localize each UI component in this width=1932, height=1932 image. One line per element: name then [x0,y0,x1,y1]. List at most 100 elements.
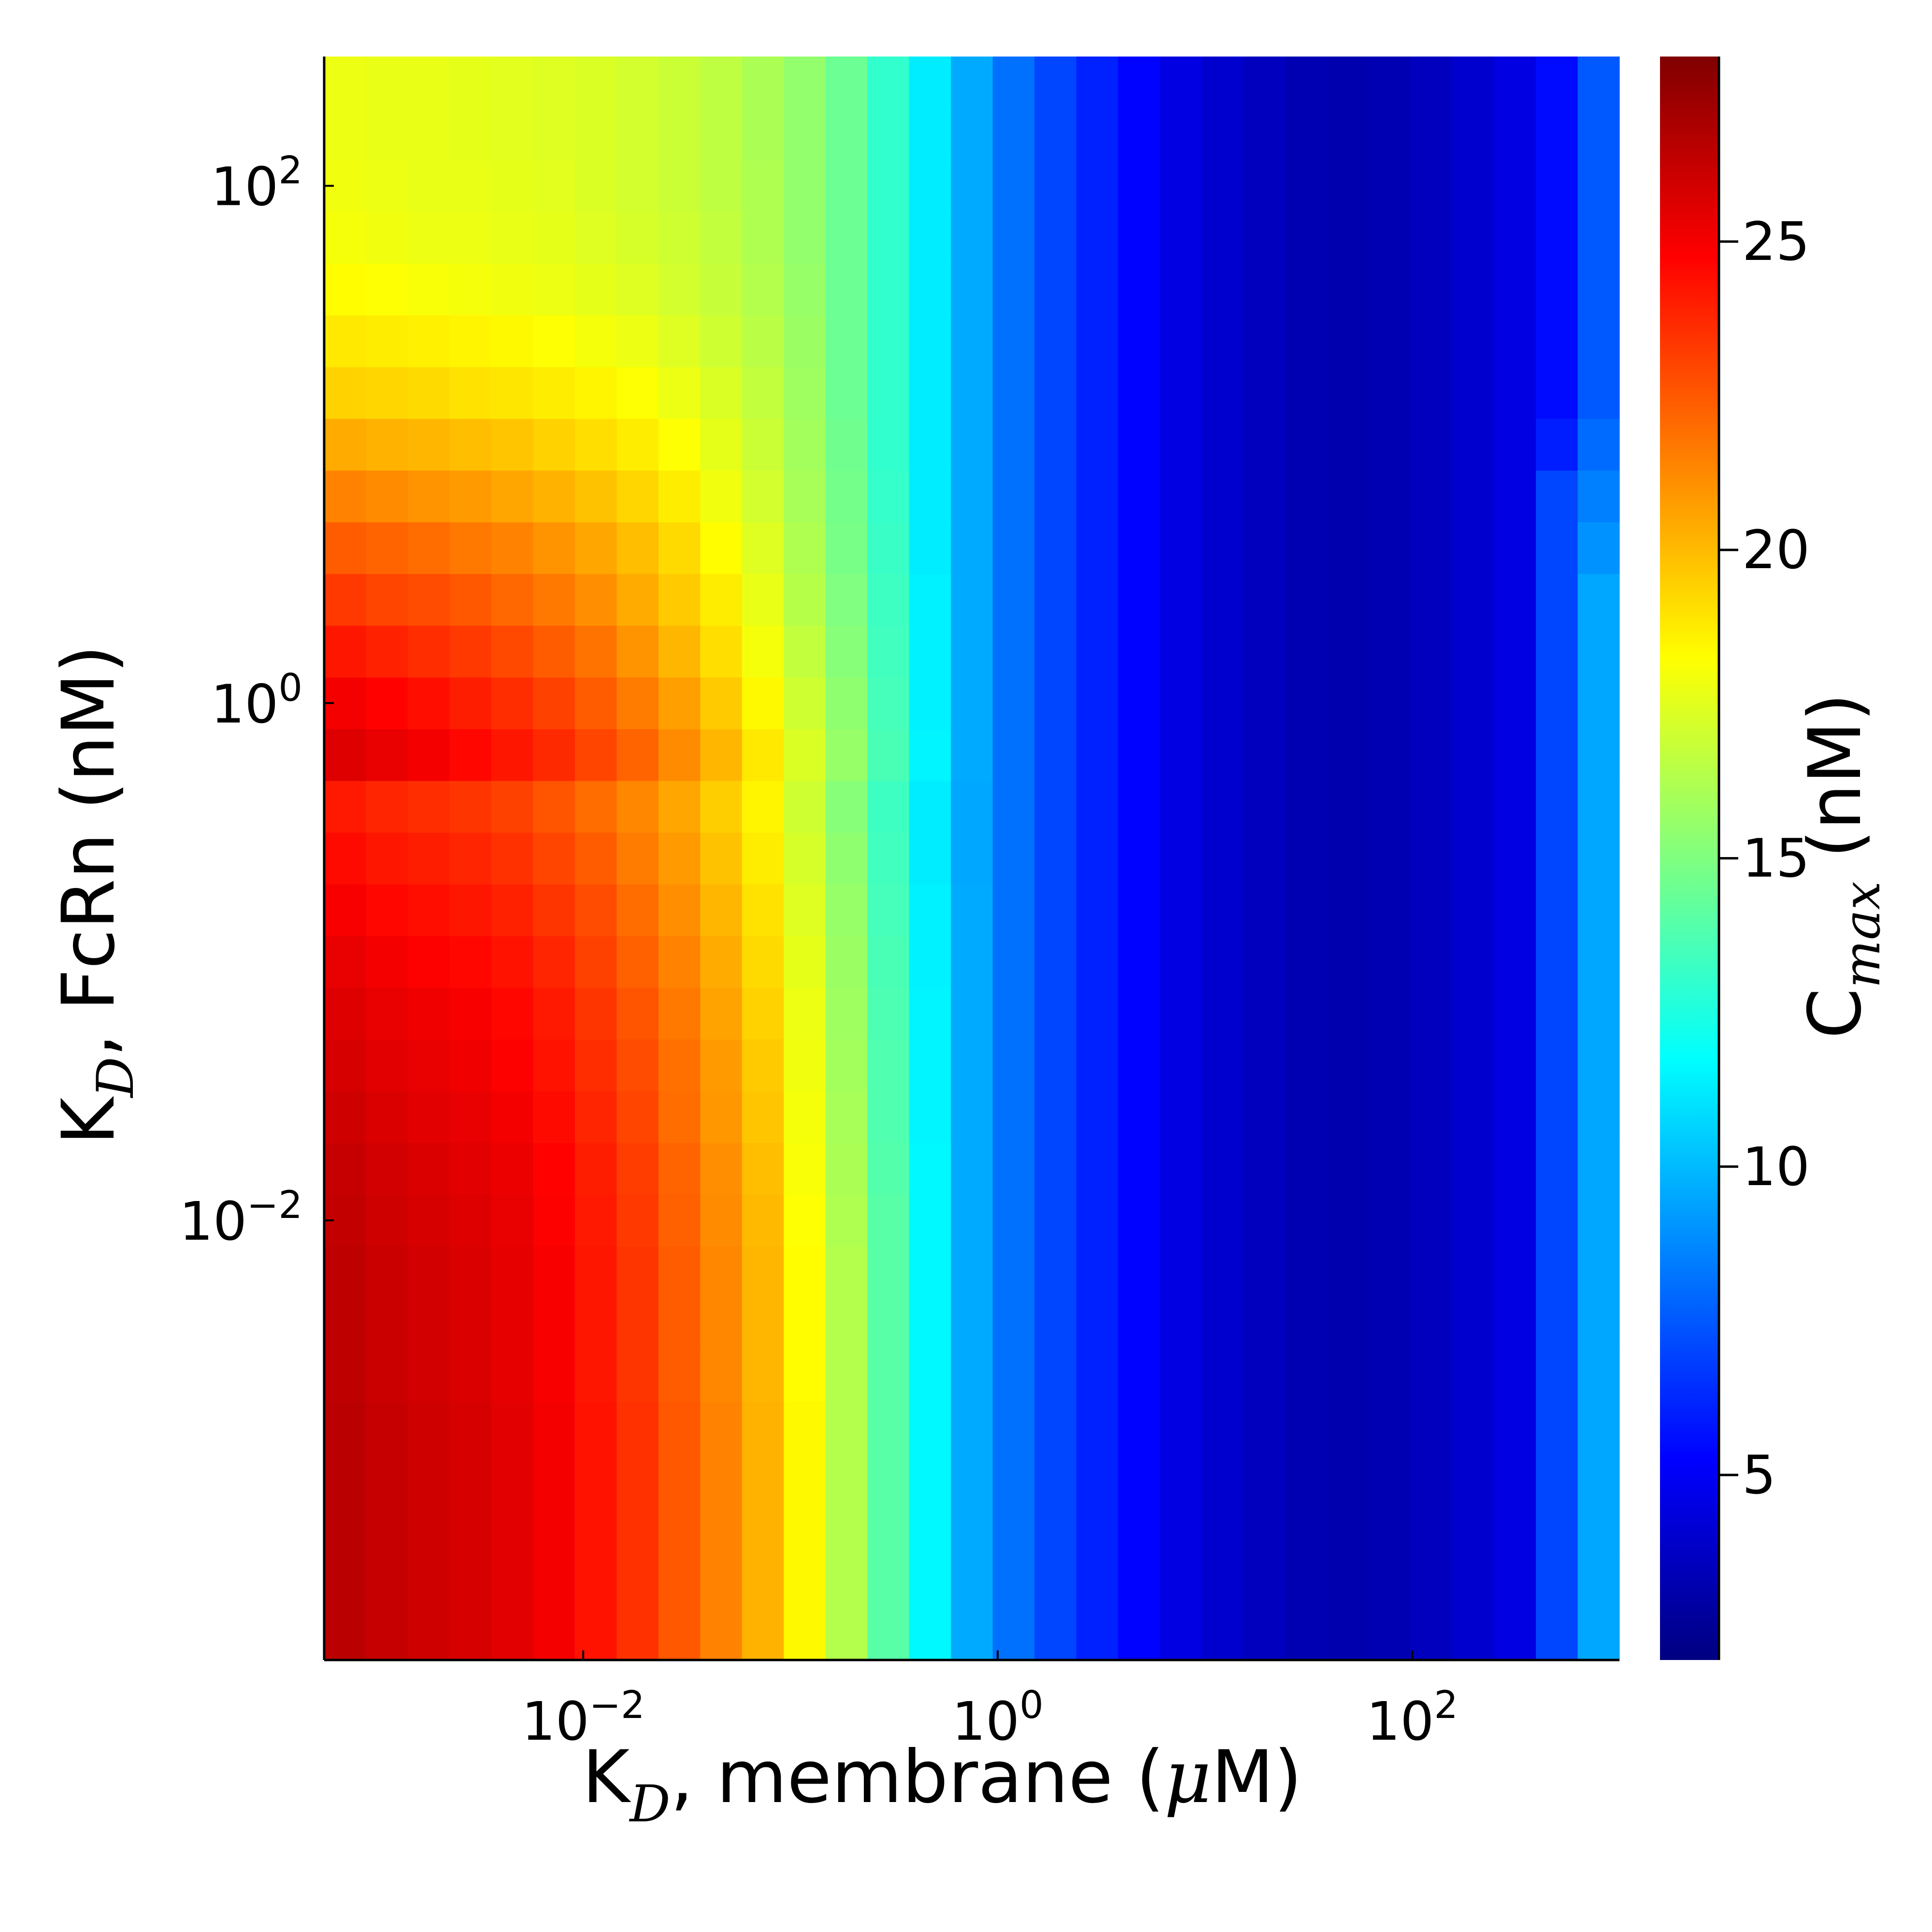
heatmap-cell [324,1453,367,1505]
heatmap-cell [1410,1143,1453,1195]
heatmap-cell [909,418,951,471]
heatmap-cell [1536,1401,1578,1454]
heatmap-cell [574,367,617,419]
heatmap-cell [742,573,784,626]
heatmap-cell [1494,108,1536,160]
x-axis-label-rest-pre: , membrane ( [671,1735,1164,1819]
heatmap-cell [616,160,659,212]
heatmap-cell [951,315,993,367]
heatmap-cell [324,1556,367,1609]
heatmap-cell [1536,625,1578,678]
heatmap-cell [909,1401,951,1454]
heatmap-cell [1452,263,1495,315]
heatmap-cell [658,57,701,109]
heatmap-cell [324,1246,367,1299]
heatmap-cell [533,677,575,730]
heatmap-cell [1369,1091,1411,1143]
heatmap-cell [992,57,1035,109]
heatmap-cell [784,522,826,574]
heatmap-cell [324,108,367,160]
heatmap-cell [1410,1504,1453,1557]
heatmap-cell [1410,57,1453,109]
heatmap-cell [366,315,408,367]
heatmap-cell [658,1349,701,1402]
heatmap-cell [992,573,1035,626]
heatmap-cell [407,780,450,833]
heatmap-cell [1327,884,1369,936]
heatmap-cell [491,470,534,523]
heatmap-cell [491,108,534,160]
heatmap-cell [1034,367,1077,419]
heatmap-cell [1159,1246,1202,1299]
heatmap-cell [784,1143,826,1195]
heatmap-cell [1577,108,1620,160]
heatmap-cell [1410,315,1453,367]
heatmap-cell [1159,263,1202,315]
colorbar-label-rest: (nM) [1793,693,1877,881]
heatmap-cell [909,522,951,574]
heatmap-cell [616,987,659,1040]
heatmap-cell [1076,1039,1118,1091]
heatmap-cell [616,315,659,367]
heatmap-cell [449,729,492,781]
heatmap-cell [867,57,910,109]
heatmap-cell [1327,315,1369,367]
heatmap-cell [1243,522,1286,574]
heatmap-cell [1410,263,1453,315]
heatmap-cell [533,522,575,574]
heatmap-cell [1285,987,1328,1040]
heatmap-cell [1243,263,1286,315]
heatmap-cell [1076,522,1118,574]
heatmap-cell [366,832,408,885]
heatmap-cell [1034,625,1077,678]
heatmap-cell [1577,418,1620,471]
heatmap-cell [825,987,868,1040]
heatmap-cell [616,367,659,419]
heatmap-cell [867,263,910,315]
heatmap-cell [1536,1246,1578,1299]
heatmap-cell [407,108,450,160]
heatmap-cell [1536,1298,1578,1350]
heatmap-cell [742,832,784,885]
heatmap-cell [366,1194,408,1247]
heatmap-cell [407,212,450,264]
heatmap-cell [1159,1556,1202,1609]
heatmap-cell [700,1453,743,1505]
heatmap-cell [1034,522,1077,574]
heatmap-cell [616,263,659,315]
heatmap-cell [574,677,617,730]
heatmap-cell [449,57,492,109]
heatmap-cell [1410,108,1453,160]
heatmap-cell [867,780,910,833]
heatmap-cell [1410,573,1453,626]
heatmap-cell [1494,625,1536,678]
heatmap-cell [533,729,575,781]
heatmap-cell [1285,1453,1328,1505]
heatmap-cell [1452,1453,1495,1505]
heatmap-cell [867,1298,910,1350]
heatmap-cell [742,625,784,678]
heatmap-cell [616,625,659,678]
heatmap-cell [324,1298,367,1350]
heatmap-cell [1034,212,1077,264]
heatmap-cell [867,367,910,419]
heatmap-cell [1076,1504,1118,1557]
heatmap-cell [491,1401,534,1454]
heatmap-cell [324,729,367,781]
heatmap-cell [1202,1194,1244,1247]
heatmap-cell [1410,1194,1453,1247]
heatmap-cell [449,1246,492,1299]
heatmap-cell [992,625,1035,678]
heatmap-cell [1159,522,1202,574]
heatmap-cell [1159,1039,1202,1091]
heatmap-cell [951,418,993,471]
heatmap-cell [742,1453,784,1505]
heatmap-cell [1327,1608,1369,1660]
heatmap-cell [1034,263,1077,315]
heatmap-cells [324,57,1620,1660]
heatmap-cell [1202,1246,1244,1299]
heatmap-cell [909,108,951,160]
heatmap-cell [449,1608,492,1660]
heatmap-cell [1452,1401,1495,1454]
heatmap-cell [407,573,450,626]
